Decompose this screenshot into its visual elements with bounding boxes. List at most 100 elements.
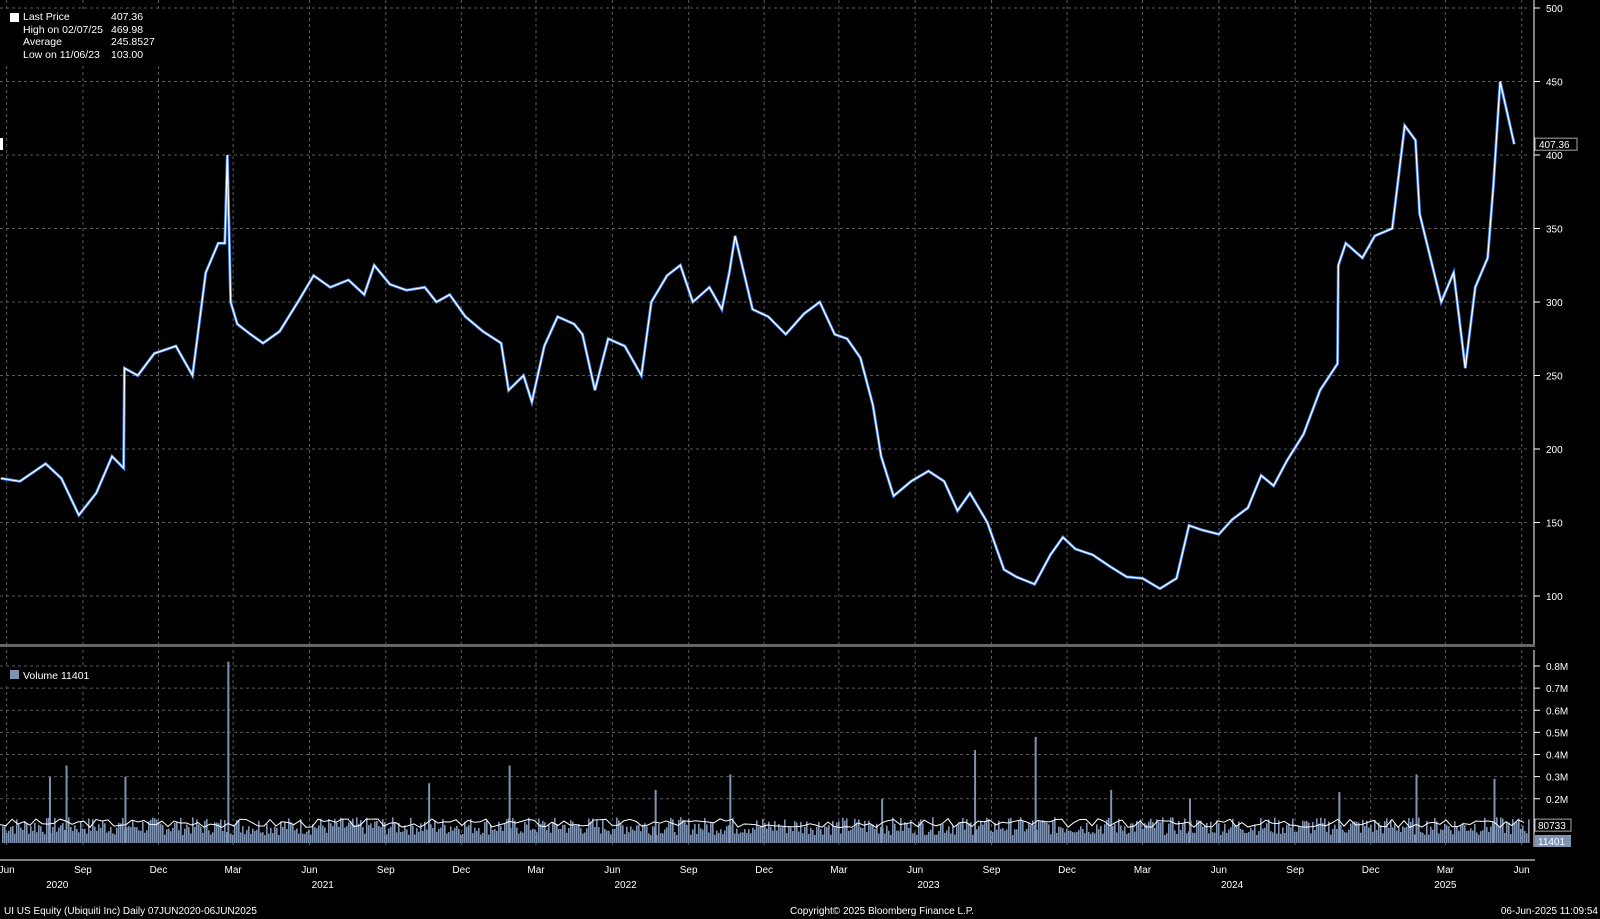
volume-bar	[1010, 818, 1012, 843]
volume-bar	[820, 829, 822, 843]
volume-bar	[698, 823, 700, 843]
volume-bar	[550, 832, 552, 843]
volume-bar	[560, 829, 562, 843]
volume-bar	[902, 830, 904, 843]
volume-bar	[1424, 834, 1426, 843]
volume-bar	[206, 818, 208, 843]
volume-bar	[530, 830, 532, 843]
x-month-label-3: Mar	[225, 865, 243, 876]
volume-bar	[438, 828, 440, 843]
volume-bar	[286, 828, 288, 843]
volume-bar	[546, 830, 548, 843]
volume-bar	[608, 830, 610, 843]
price-tick-2: 200	[1546, 445, 1563, 456]
volume-bar	[932, 817, 934, 843]
volume-bar	[1524, 831, 1526, 843]
volume-bar	[896, 830, 898, 843]
x-year-label-0: 2020	[46, 880, 69, 891]
legend-last-value: 407.36	[111, 11, 144, 23]
volume-tick-5: 0.7M	[1546, 684, 1568, 695]
volume-bar	[916, 834, 918, 843]
volume-bar	[1446, 825, 1448, 843]
volume-bar	[1138, 822, 1140, 843]
volume-spike-6	[654, 789, 657, 843]
price-tick-0: 100	[1546, 592, 1563, 603]
volume-bar	[668, 823, 670, 843]
volume-bar	[1092, 832, 1094, 843]
volume-bar	[578, 824, 580, 843]
volume-bar	[76, 829, 78, 843]
volume-bar	[414, 834, 416, 843]
volume-bar	[122, 817, 124, 843]
volume-bar	[64, 830, 66, 843]
volume-bar	[966, 819, 968, 843]
volume-bar	[258, 820, 260, 843]
volume-bar	[342, 819, 344, 843]
volume-bar	[174, 822, 176, 843]
volume-bar	[790, 827, 792, 843]
volume-bar	[352, 818, 354, 843]
volume-bar	[600, 833, 602, 843]
volume-bar	[62, 822, 64, 843]
volume-bar	[938, 830, 940, 843]
volume-bar	[984, 821, 986, 843]
volume-bar	[56, 831, 58, 843]
volume-bar	[1166, 833, 1168, 843]
volume-bar	[1170, 817, 1172, 843]
footer-timestamp: 06-Jun-2025 11:09:54	[1500, 906, 1598, 917]
volume-bar	[348, 822, 350, 843]
volume-bar	[888, 830, 890, 843]
volume-last-marker: 11401	[1538, 837, 1566, 848]
volume-bar	[86, 833, 88, 843]
x-month-label-15: Mar	[1134, 865, 1152, 876]
volume-spike-14	[1415, 774, 1418, 843]
volume-bar	[1450, 830, 1452, 843]
x-month-label-6: Dec	[452, 865, 470, 876]
x-year-label-2: 2022	[614, 880, 637, 891]
volume-bar	[1100, 825, 1102, 843]
volume-bar	[1490, 826, 1492, 843]
volume-bar	[482, 832, 484, 843]
volume-bar	[1238, 821, 1240, 843]
volume-bar	[1124, 826, 1126, 843]
volume-bar	[824, 826, 826, 843]
volume-bar	[898, 830, 900, 843]
volume-bar	[800, 821, 802, 843]
volume-bar	[1084, 833, 1086, 843]
volume-bar	[6, 832, 8, 843]
volume-bar	[814, 835, 816, 843]
volume-bar	[1096, 824, 1098, 843]
legend-high-label: High on 02/07/25	[23, 23, 103, 36]
volume-bar	[1442, 829, 1444, 843]
volume-bar	[1502, 818, 1504, 843]
volume-bar	[570, 820, 572, 843]
volume-bar	[708, 832, 710, 843]
volume-bar	[1204, 825, 1206, 843]
volume-bar	[1406, 826, 1408, 843]
volume-bar	[1402, 826, 1404, 843]
volume-bar	[1368, 827, 1370, 843]
volume-spike-8	[881, 798, 884, 843]
volume-bar	[24, 821, 26, 843]
volume-bar	[666, 827, 668, 843]
volume-bar	[1032, 820, 1034, 843]
volume-bar	[1396, 830, 1398, 843]
volume-bar	[536, 832, 538, 843]
volume-bar	[612, 828, 614, 843]
volume-bar	[1274, 817, 1276, 843]
volume-bar	[960, 822, 962, 843]
volume-bar	[542, 820, 544, 843]
volume-bar	[556, 824, 558, 843]
volume-bar	[200, 826, 202, 843]
volume-bar	[470, 818, 472, 843]
volume-bar	[230, 833, 232, 843]
volume-bar	[638, 824, 640, 843]
volume-bar	[276, 827, 278, 843]
volume-bar	[868, 820, 870, 843]
volume-bar	[16, 819, 18, 843]
volume-spike-7	[729, 774, 732, 843]
volume-bar	[574, 825, 576, 843]
volume-bar	[346, 826, 348, 843]
volume-bar	[1448, 826, 1450, 843]
volume-spike-11	[1110, 789, 1113, 843]
